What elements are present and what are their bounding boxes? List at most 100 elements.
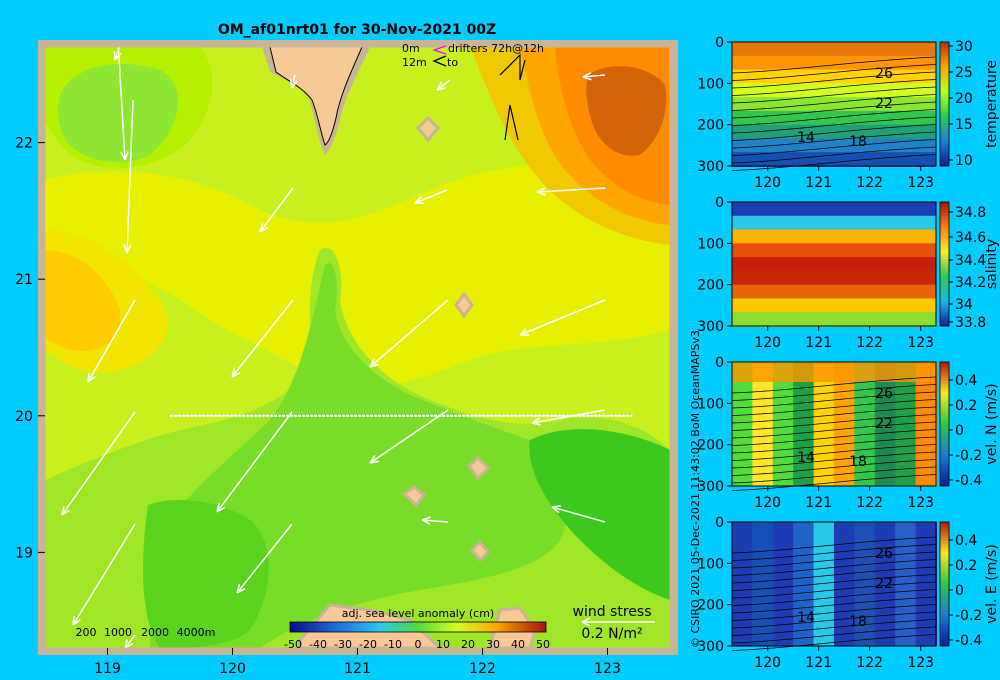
map-y-tick-label: 22 — [15, 136, 33, 152]
wind-arrow — [536, 187, 606, 196]
section-x-tick-label: 122 — [856, 495, 883, 511]
contour-label: 26 — [875, 546, 893, 562]
section-x-tick-label: 121 — [805, 335, 832, 351]
wind-arrow — [87, 299, 136, 383]
wind-stress-scale: 0.2 N/m² — [581, 626, 642, 642]
map-y-tick-label: 19 — [15, 545, 33, 561]
section-y-tick-label: 0 — [715, 515, 724, 531]
wind-stress-key: wind stress 0.2 N/m² — [573, 604, 655, 642]
wind-arrow — [531, 409, 606, 426]
section-y-tick-label: 0 — [715, 35, 724, 51]
section-colorbar — [939, 361, 950, 487]
section-x-tick-label: 120 — [754, 495, 781, 511]
section-y-tick-label: 100 — [697, 396, 724, 412]
sla-colorbar-tick: 40 — [511, 638, 525, 651]
map-x-tick-label: 122 — [469, 661, 496, 677]
section-x-tick-label: 123 — [907, 495, 934, 511]
section-y-tick-label: 0 — [715, 355, 724, 371]
section-colorbar-tick-label: 34.2 — [955, 275, 986, 291]
legend-depth-12m: 12m — [402, 56, 427, 69]
temperature-section-panel: 26 22 18 14 0 100 200 300 120 121 122 123 30 25 20 15 10… — [697, 35, 1000, 191]
section-colorbar-tick-label: 34.4 — [955, 253, 986, 269]
wind-arrow — [421, 516, 449, 525]
map-x-tick-label: 121 — [344, 661, 371, 677]
wind-arrow — [124, 634, 136, 648]
sla-band-green-nw — [57, 64, 179, 163]
section-colorbar-tick-label: 34.8 — [955, 205, 986, 221]
section-y-tick-label: 200 — [697, 118, 724, 134]
sla-colorbar-tick: -10 — [384, 638, 402, 651]
section-colorbar-tick-label: -0.2 — [955, 608, 982, 624]
bathymetry-label: 4000m — [177, 626, 216, 639]
island-2 — [454, 291, 474, 319]
sla-colorbar-tick: -40 — [309, 638, 327, 651]
wind-arrow — [259, 187, 294, 233]
sla-colorbar-tick: -20 — [359, 638, 377, 651]
wind-arrow — [61, 411, 136, 516]
wind-stress-label: wind stress — [573, 604, 652, 620]
section-x-tick-label: 122 — [856, 335, 883, 351]
wind-arrow — [231, 299, 294, 378]
wind-arrow — [369, 409, 449, 464]
section-colorbar-tick-label: 0.4 — [955, 373, 977, 389]
sla-band-green2-sw — [143, 500, 269, 648]
sla-colorbar-tick: 50 — [536, 638, 550, 651]
section-frame — [731, 41, 937, 167]
section-y-tick-label: 300 — [697, 159, 724, 175]
island-4 — [401, 485, 427, 508]
section-y-tick-label: 300 — [697, 639, 724, 655]
contour-label: 22 — [875, 96, 893, 112]
section-y-tick-label: 200 — [697, 278, 724, 294]
drifter-tracks — [499, 53, 526, 141]
section-x-tick-label: 120 — [754, 655, 781, 671]
section-x-tick-label: 123 — [907, 655, 934, 671]
island-5 — [469, 539, 491, 563]
map-x-tick-label: 120 — [219, 661, 246, 677]
section-y-tick-label: 100 — [697, 76, 724, 92]
island-3 — [466, 455, 491, 481]
contour-label: 14 — [797, 450, 815, 466]
section-colorbar-tick-label: -0.4 — [955, 633, 982, 649]
section-colorbar-tick-label: 0.2 — [955, 398, 977, 414]
sla-colorbar-tick: 20 — [461, 638, 475, 651]
section-colorbar-tick-label: 33.8 — [955, 315, 986, 331]
map-panel: 0m 12m drifters 72h@12h to 200 1000 2000 40… — [15, 40, 678, 677]
section-colorbar-tick-label: 30 — [955, 39, 973, 55]
contour-label: 26 — [875, 66, 893, 82]
section-x-tick-label: 123 — [907, 175, 934, 191]
sla-eddy-core — [586, 66, 667, 156]
section-colorbar — [939, 521, 950, 647]
section-x-tick-label: 120 — [754, 175, 781, 191]
contour-label: 22 — [875, 576, 893, 592]
section-ylabel: vel. N (m/s) — [984, 383, 1000, 464]
map-x-tick-label: 119 — [94, 661, 121, 677]
sla-colorbar-title: adj. sea level anomaly (cm) — [342, 607, 494, 620]
section-x-tick-label: 122 — [856, 655, 883, 671]
wind-arrow — [414, 189, 448, 204]
bathymetry-label: 200 — [76, 626, 97, 639]
section-colorbar-tick-label: 0.4 — [955, 533, 977, 549]
sla-band-green-se — [529, 429, 670, 600]
section-colorbar-tick-label: 15 — [955, 117, 973, 133]
section-panels: 26 22 18 14 0 100 200 300 120 121 122 123 30 25 20 15 10… — [697, 35, 1000, 671]
section-colorbar-tick-label: 34 — [955, 297, 973, 313]
contour-label: 18 — [849, 134, 867, 150]
vel-e-section-contours — [731, 536, 937, 651]
section-y-tick-label: 0 — [715, 195, 724, 211]
section-colorbar-tick-label: 25 — [955, 65, 973, 81]
section-colorbar-tick-label: 20 — [955, 91, 973, 107]
sla-colorbar-tick: 10 — [436, 638, 450, 651]
sla-field — [45, 47, 670, 648]
section-ylabel: salinity — [984, 239, 1000, 289]
salinity-field — [732, 202, 936, 327]
wind-arrows — [61, 47, 606, 648]
section-y-tick-label: 200 — [697, 438, 724, 454]
section-y-tick-label: 300 — [697, 319, 724, 335]
map-x-tick-label: 123 — [594, 661, 621, 677]
section-x-tick-label: 121 — [805, 495, 832, 511]
section-colorbar-tick-label: -0.4 — [955, 473, 982, 489]
section-ylabel: vel. E (m/s) — [984, 544, 1000, 624]
map-y-tick-label: 20 — [15, 409, 33, 425]
